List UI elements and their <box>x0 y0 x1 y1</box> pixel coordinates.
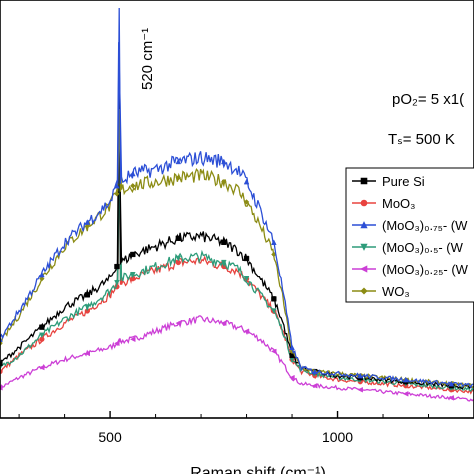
data-point <box>402 376 409 383</box>
legend-swatch-marker <box>360 177 368 185</box>
data-point <box>243 276 250 282</box>
data-point <box>114 182 120 189</box>
legend-item-moo-w: (MoO₃)₀.₂₅- (W <box>352 262 469 277</box>
data-point <box>84 219 91 225</box>
x-tick-layer: 500 1000 <box>18 411 430 445</box>
peak-label: 520 cm⁻¹ <box>139 28 156 90</box>
x-tick-label: 1000 <box>322 429 353 445</box>
data-point <box>113 340 120 347</box>
data-point <box>175 255 182 262</box>
data-point <box>114 280 120 286</box>
legend-label: (MoO₃)₀.₇₅- (W <box>382 218 468 233</box>
legend-item-moo-w: (MoO₃)₀.₅- (W <box>352 240 464 255</box>
data-point <box>84 223 91 229</box>
data-point <box>357 386 363 393</box>
legend-label: MoO₃ <box>382 196 415 211</box>
data-point <box>448 380 455 387</box>
data-point <box>39 271 45 278</box>
legend-swatch-marker <box>360 199 368 207</box>
data-point <box>130 183 136 189</box>
data-point <box>221 259 227 266</box>
data-point <box>130 276 136 282</box>
legend-label: Pure Si <box>382 174 425 189</box>
data-point <box>114 263 120 270</box>
series-moo-w <box>0 7 474 389</box>
legend-swatch-marker <box>360 287 368 295</box>
legend-item-moo: MoO₃ <box>352 196 415 211</box>
data-point <box>175 259 181 266</box>
data-point <box>84 292 90 298</box>
data-point <box>175 174 182 181</box>
data-point <box>130 271 136 278</box>
data-point <box>84 304 91 310</box>
series-moo-w <box>0 315 474 402</box>
data-point <box>221 178 227 185</box>
legend-swatch-marker <box>360 243 368 251</box>
plot-frame <box>0 0 474 419</box>
data-point <box>84 350 90 357</box>
data-point <box>221 158 227 165</box>
legend-swatch-marker <box>360 265 368 273</box>
x-tick-label: 500 <box>98 429 122 445</box>
data-point <box>129 336 136 343</box>
data-point <box>114 191 120 197</box>
data-point <box>448 395 454 401</box>
series-line <box>0 42 474 389</box>
ts-annotation: Tₛ= 500 K <box>388 131 455 148</box>
legend-label: (MoO₃)₀.₅- (W <box>382 240 464 255</box>
data-point <box>38 364 45 371</box>
data-point <box>84 308 90 314</box>
data-point <box>357 372 364 379</box>
series-line <box>0 315 474 402</box>
legend-swatch-marker <box>360 221 368 229</box>
peak-spike <box>117 7 122 184</box>
data-point <box>220 320 227 326</box>
data-point <box>270 348 277 355</box>
data-point <box>311 368 318 375</box>
data-point <box>289 374 295 381</box>
data-point <box>311 382 318 389</box>
data-point <box>39 275 45 282</box>
data-point <box>175 235 181 241</box>
series-layer <box>0 7 474 402</box>
legend-label: WO₃ <box>382 284 410 299</box>
data-point <box>271 239 277 245</box>
legend-item-moo-w: (MoO₃)₀.₇₅- (W <box>352 218 468 233</box>
legend-label: (MoO₃)₀.₂₅- (W <box>382 262 469 277</box>
data-point <box>402 391 409 397</box>
data-point <box>130 251 136 258</box>
data-point <box>271 308 277 314</box>
po2-annotation: pO₂= 5 x1( <box>392 91 464 108</box>
data-point <box>243 199 250 205</box>
data-point <box>175 320 181 326</box>
data-point <box>130 170 136 177</box>
x-axis-label: Raman shift (cm⁻¹) <box>190 465 326 474</box>
legend: Pure Si MoO₃ (MoO₃)₀.₇₅- (W (MoO₃)₀.₅- (W (M… <box>345 167 474 303</box>
data-point <box>243 328 250 335</box>
series-line <box>0 171 474 393</box>
series-line <box>0 175 474 395</box>
legend-item-wo: WO₃ <box>352 284 410 299</box>
legend-box <box>345 167 474 303</box>
data-point <box>243 178 250 185</box>
data-point <box>221 239 227 245</box>
legend-item-pure-si: Pure Si <box>352 174 425 189</box>
data-point <box>175 158 182 165</box>
data-point <box>289 344 295 351</box>
data-point <box>39 332 45 339</box>
data-point <box>271 296 277 302</box>
data-point <box>39 324 45 330</box>
data-point <box>243 255 250 262</box>
data-point <box>39 336 45 342</box>
